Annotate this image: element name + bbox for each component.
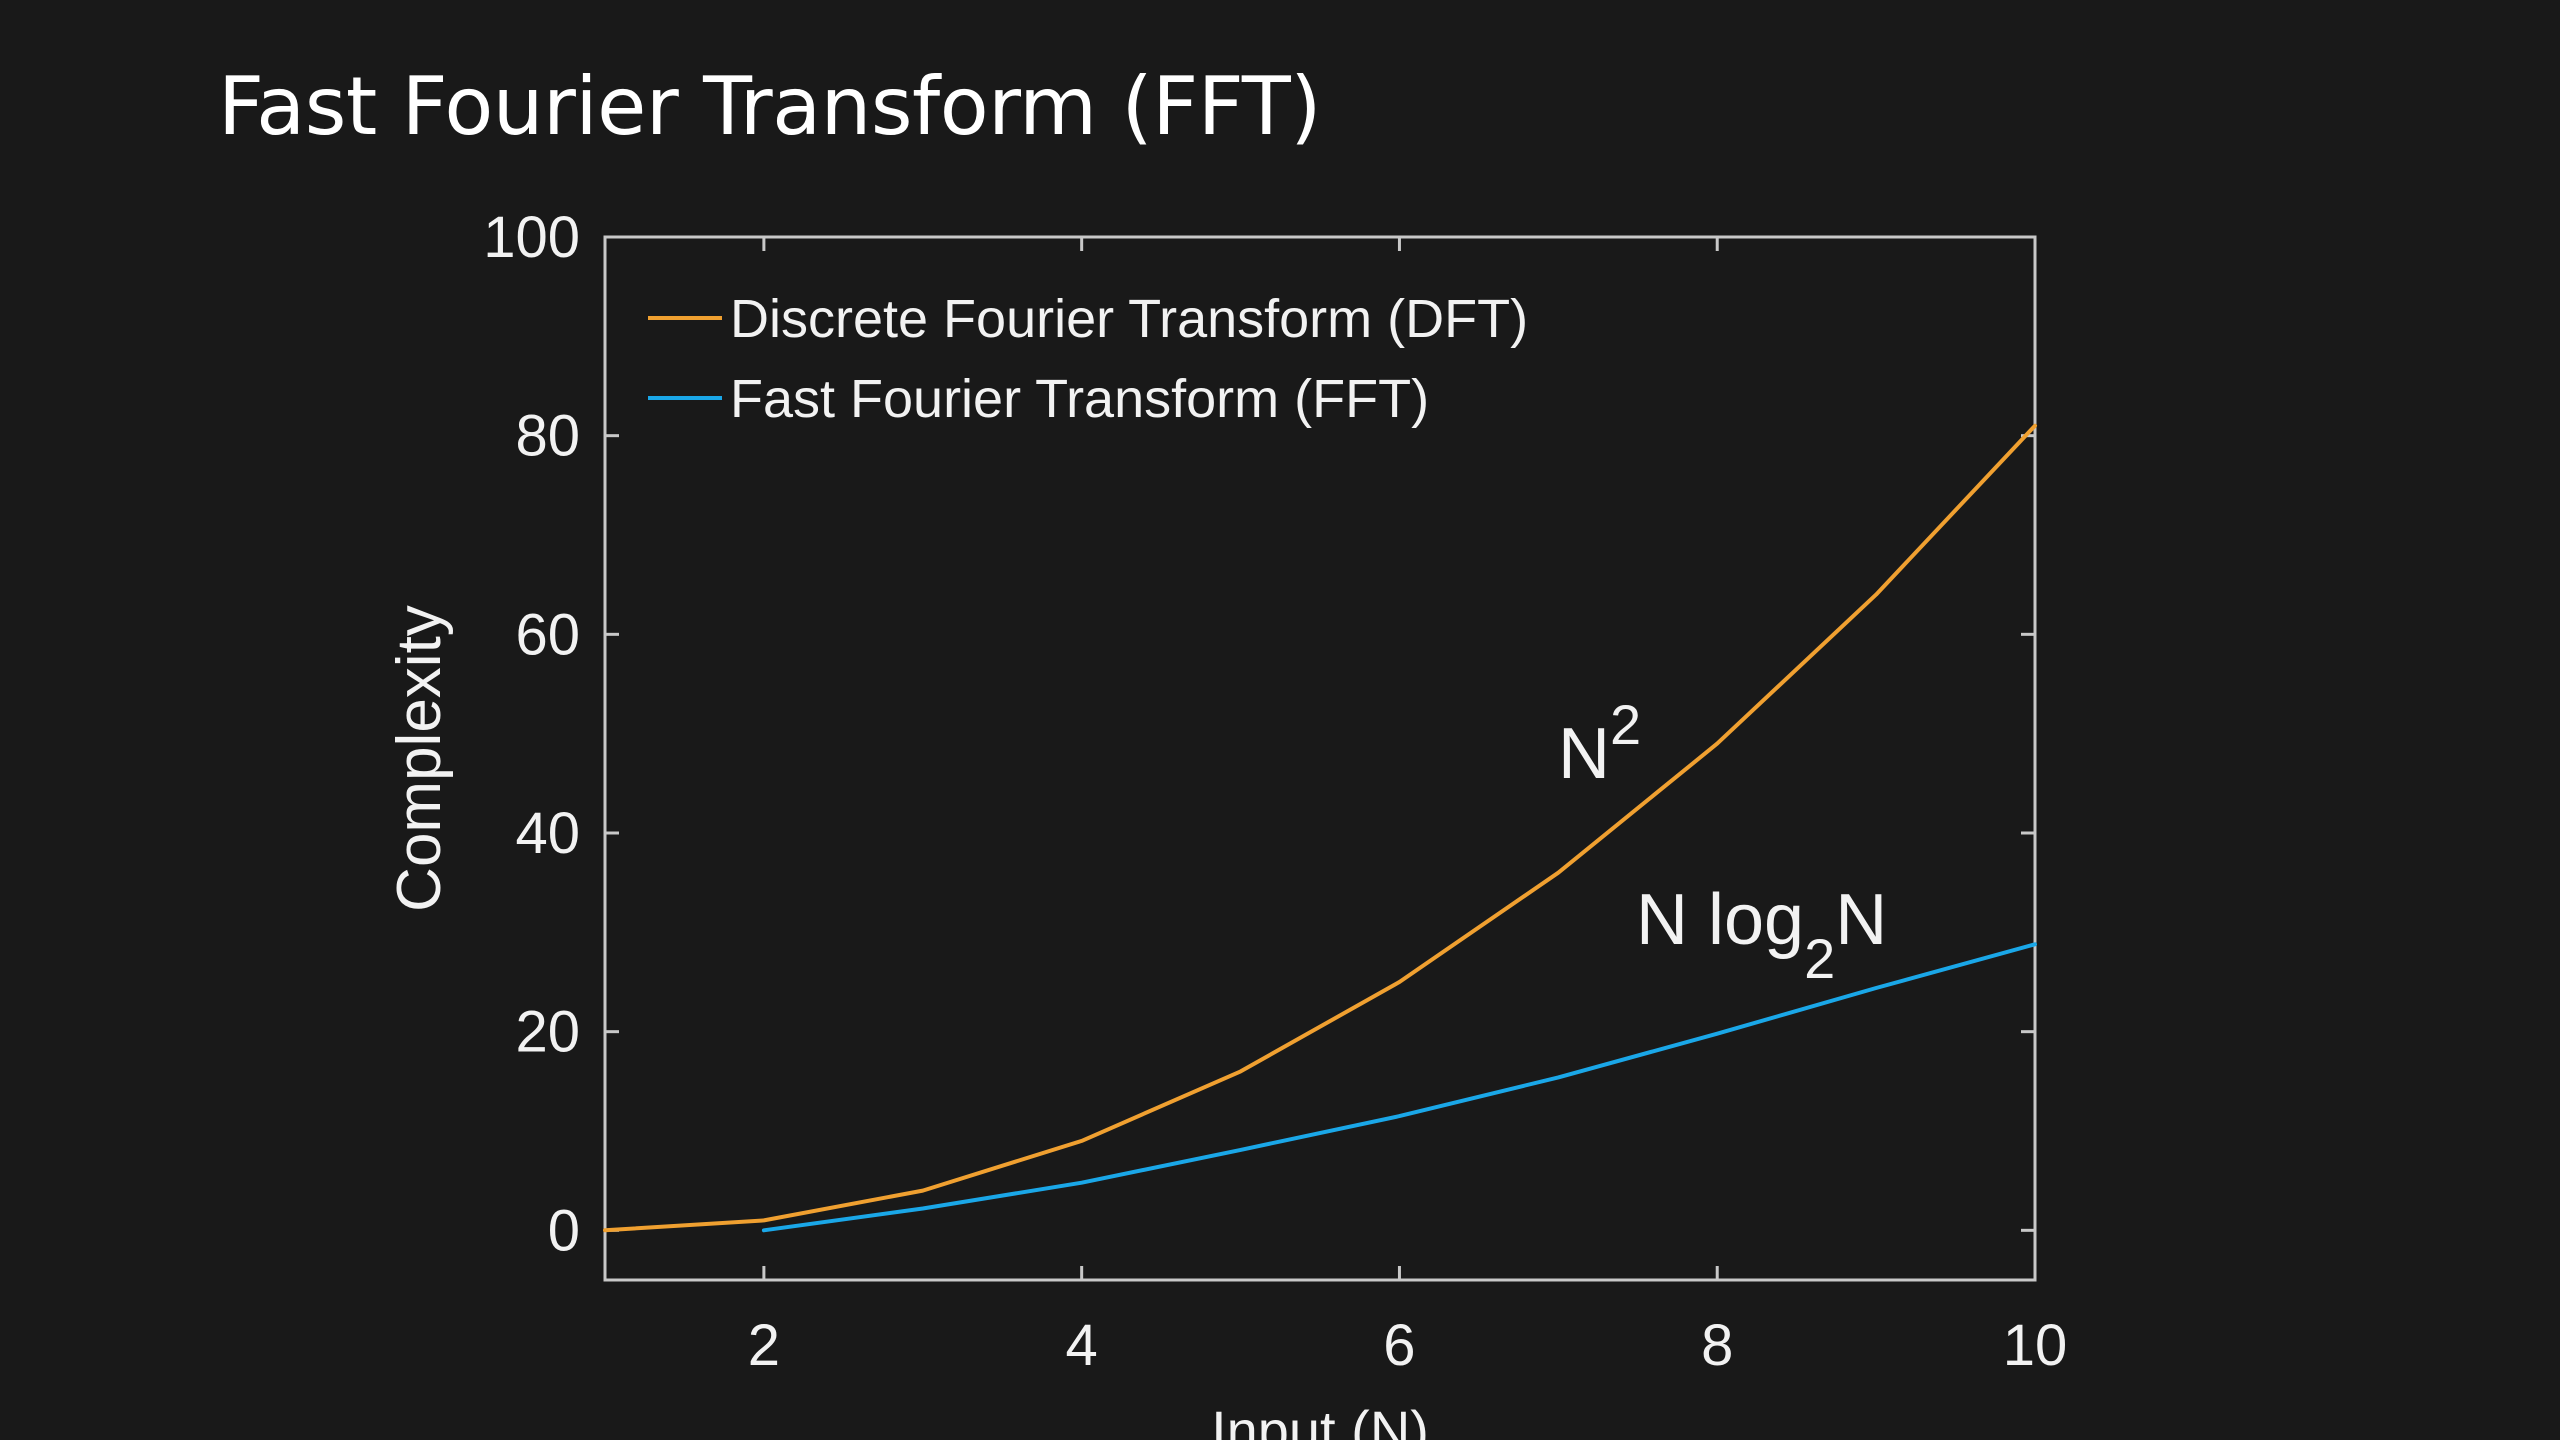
x-tick-label: 8 [1701,1313,1733,1378]
y-tick-label: 60 [515,602,580,667]
legend: Discrete Fourier Transform (DFT) Fast Fou… [648,289,1528,429]
y-tick-label: 100 [483,205,580,270]
n-squared-annotation: N2 [1558,693,1641,794]
x-axis-label: Input (N) [1211,1399,1429,1440]
plot-frame [603,235,2037,1282]
x-tick-label: 2 [748,1313,780,1378]
legend-entry-label: Discrete Fourier Transform (DFT) [730,289,1528,349]
annotations: N2 N log2N [1558,693,1887,990]
y-tick-label: 0 [548,1198,580,1263]
slide-title: Fast Fourier Transform (FFT) [218,60,1321,153]
y-axis-label: Complexity [385,605,454,912]
x-tick-label: 10 [2003,1313,2068,1378]
x-tick-label: 4 [1066,1313,1098,1378]
x-tick-label: 6 [1383,1313,1415,1378]
dft-series-line [603,423,2037,1233]
y-tick-label: 40 [515,801,580,866]
y-tick-label: 20 [515,1000,580,1065]
legend-entry-label: Fast Fourier Transform (FFT) [730,369,1429,429]
series-lines [603,423,2037,1233]
n-log2-n-annotation: N log2N [1636,880,1887,990]
fft-series-line [761,942,2037,1233]
y-tick-label: 80 [515,404,580,469]
